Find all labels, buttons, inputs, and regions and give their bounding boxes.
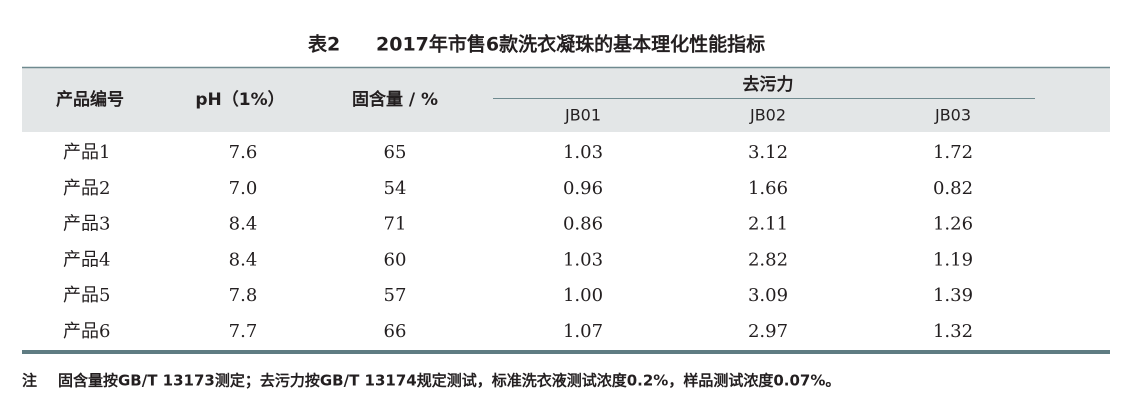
column-header: 去污力 bbox=[743, 74, 794, 95]
cell: 0.82 bbox=[933, 178, 973, 199]
table-title: 2017年市售6款洗衣凝珠的基本理化性能指标 bbox=[376, 33, 765, 56]
row-label: 产品1 bbox=[63, 142, 110, 163]
cell: 1.03 bbox=[563, 249, 603, 270]
cell: 1.72 bbox=[933, 142, 973, 163]
row-label: 产品2 bbox=[63, 178, 110, 199]
cell: 2.11 bbox=[748, 214, 788, 235]
cell: 1.66 bbox=[748, 178, 788, 199]
row-label: 产品5 bbox=[63, 285, 110, 306]
row-label: 产品3 bbox=[63, 214, 110, 235]
note-text: 固含量按GB/T 13173测定；去污力按GB/T 13174规定测试，标准洗衣… bbox=[58, 372, 840, 390]
table-label: 表2 bbox=[308, 33, 340, 56]
cell: 60 bbox=[384, 249, 407, 270]
note-label: 注 bbox=[22, 372, 37, 390]
cell: 1.39 bbox=[933, 285, 973, 306]
cell: 3.09 bbox=[748, 285, 788, 306]
cell: 57 bbox=[384, 285, 407, 306]
cell: 65 bbox=[384, 142, 407, 163]
cell: 1.26 bbox=[933, 214, 973, 235]
header-band bbox=[22, 67, 1110, 132]
column-header: 产品编号 bbox=[56, 89, 124, 110]
cell: 8.4 bbox=[229, 214, 258, 235]
cell: 1.19 bbox=[933, 249, 973, 270]
cell: 7.0 bbox=[229, 178, 258, 199]
sub-header: JB01 bbox=[564, 106, 601, 125]
cell: 7.6 bbox=[229, 142, 258, 163]
sub-header: JB03 bbox=[934, 106, 971, 125]
cell: 1.03 bbox=[563, 142, 603, 163]
row-label: 产品6 bbox=[63, 321, 110, 342]
cell: 7.7 bbox=[229, 321, 258, 342]
column-header: 固含量 / % bbox=[352, 89, 438, 110]
cell: 0.96 bbox=[563, 178, 603, 199]
cell: 1.00 bbox=[563, 285, 603, 306]
cell: 1.32 bbox=[933, 321, 973, 342]
cell: 7.8 bbox=[229, 285, 258, 306]
cell: 71 bbox=[384, 214, 407, 235]
cell: 66 bbox=[384, 321, 407, 342]
cell: 54 bbox=[384, 178, 407, 199]
cell: 2.97 bbox=[748, 321, 788, 342]
cell: 0.86 bbox=[563, 214, 603, 235]
sub-header: JB02 bbox=[749, 106, 786, 125]
cell: 2.82 bbox=[748, 249, 788, 270]
cell: 8.4 bbox=[229, 249, 258, 270]
row-label: 产品4 bbox=[63, 249, 110, 270]
cell: 1.07 bbox=[563, 321, 603, 342]
cell: 3.12 bbox=[748, 142, 788, 163]
column-header: pH（1%） bbox=[195, 89, 284, 110]
